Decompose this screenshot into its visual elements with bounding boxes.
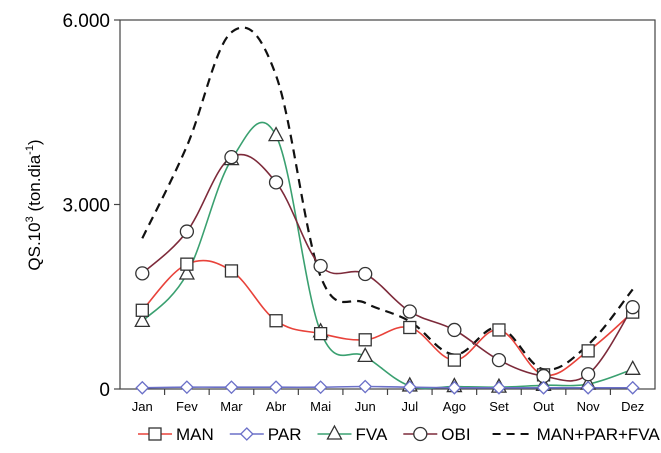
data-point-par [135, 380, 150, 395]
legend-label: FVA [355, 425, 387, 444]
data-point-man [358, 333, 372, 347]
series-line-obi [141, 153, 634, 382]
legend-marker [148, 427, 162, 441]
data-point-obi [536, 368, 551, 384]
data-point-man [224, 264, 239, 278]
x-tick-label: Abr [266, 399, 287, 414]
data-point-man [180, 257, 194, 271]
data-point-man [447, 353, 462, 367]
data-point-man [135, 303, 149, 317]
data-point-man [313, 326, 328, 341]
axes: 0 3.000 6.000 Jan Fev Mar Abr Mai Jun Jul Ago Set Ou… [62, 11, 656, 414]
data-point-obi [268, 175, 284, 190]
data-point-par [625, 380, 640, 395]
x-tick-label: Jan [132, 399, 153, 414]
data-point-obi [358, 266, 373, 282]
data-point-par [581, 380, 596, 395]
data-point-par [269, 380, 283, 395]
legend: MAN PAR FVA OBI MAN+PAR+FVA [138, 424, 661, 444]
legend-marker [239, 427, 254, 441]
legend-marker [413, 426, 428, 442]
data-point-man [269, 314, 283, 328]
y-tick-label: 3.000 [62, 196, 110, 217]
x-tick-label: Ago [443, 399, 466, 414]
y-tick-label: 6.000 [62, 11, 110, 32]
legend-label: PAR [268, 425, 302, 444]
x-tick-label: Fev [176, 399, 198, 414]
x-tick-label: Set [489, 399, 509, 414]
x-tick-label: Mai [310, 399, 331, 414]
series-markers [134, 126, 641, 395]
data-point-fva [357, 347, 374, 363]
legend-label: OBI [441, 425, 470, 444]
x-tick-label: Out [533, 399, 554, 414]
data-point-obi [224, 149, 239, 165]
data-point-obi [491, 352, 507, 368]
data-point-man [492, 323, 506, 337]
y-tick-label: 0 [99, 380, 110, 401]
data-point-obi [135, 266, 150, 281]
data-point-par [447, 380, 462, 395]
x-tick-label: Jun [355, 399, 376, 414]
data-point-par [402, 380, 417, 395]
data-point-par [224, 380, 239, 395]
data-point-fva [624, 359, 641, 375]
x-tick-label: Jul [401, 399, 418, 414]
data-point-obi [402, 304, 417, 319]
legend-label: MAN [176, 425, 214, 444]
data-point-par [536, 380, 551, 395]
y-axis-label: QS.103 (ton.dia-1) [24, 139, 44, 270]
x-tick-label: Nov [577, 399, 601, 414]
data-point-obi [179, 224, 195, 239]
data-point-par [492, 380, 506, 395]
data-point-man [403, 320, 417, 335]
x-tick-label: Dez [621, 399, 644, 414]
data-point-obi [625, 300, 640, 315]
data-point-par [313, 380, 328, 395]
x-tick-label: Mar [220, 399, 243, 414]
data-point-man [581, 344, 595, 358]
data-point-par [179, 380, 194, 395]
data-point-obi [447, 322, 462, 338]
data-point-fva [267, 126, 285, 142]
data-point-fva [134, 311, 151, 328]
data-point-obi [313, 258, 328, 274]
data-point-obi [580, 367, 596, 382]
legend-label: MAN+PAR+FVA [537, 425, 661, 444]
data-point-fva [178, 264, 195, 280]
legend-marker [326, 424, 343, 440]
data-point-par [358, 379, 373, 394]
